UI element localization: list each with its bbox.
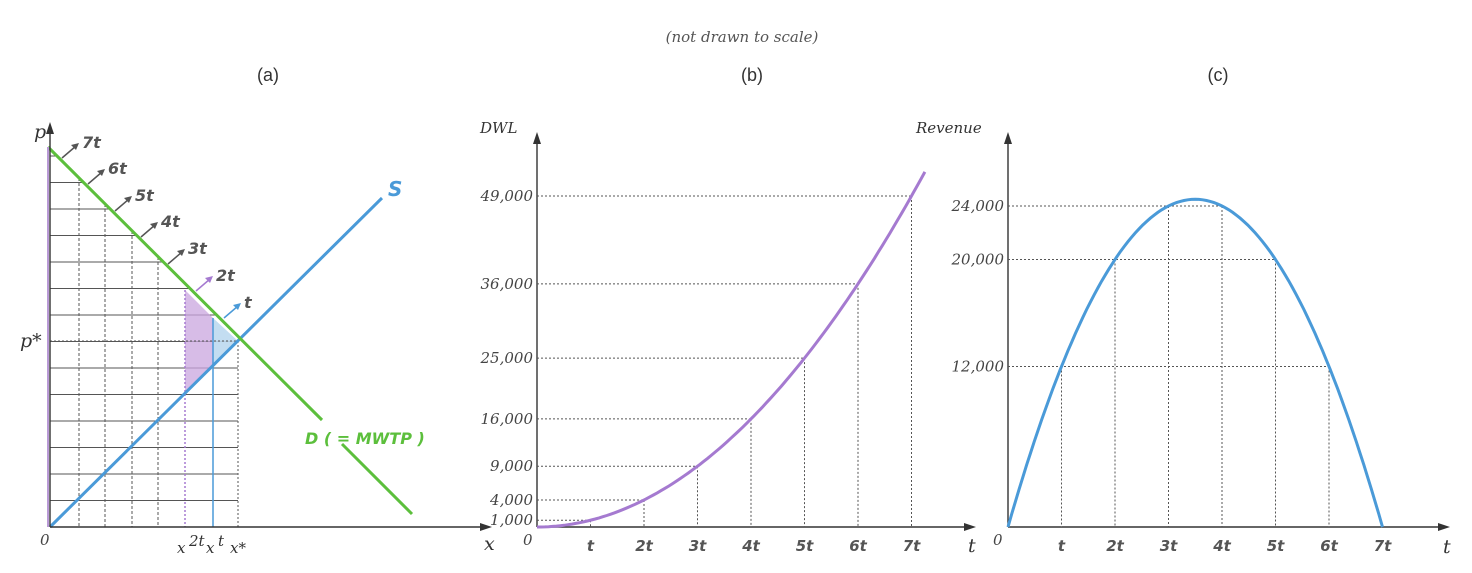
dwl-xtick-label: 5t — [796, 537, 814, 555]
panel-a-y-title: p — [34, 121, 46, 143]
tax-label-3t: 3t — [188, 239, 208, 258]
dwl-ytick-label: 9,000 — [490, 457, 533, 475]
panel-b-x-title: t — [968, 535, 976, 557]
tax-label-t: t — [244, 293, 253, 312]
dwl-xtick-label: 7t — [903, 537, 921, 555]
rev-xtick-label: 7t — [1374, 537, 1392, 555]
rev-xtick-label: 2t — [1106, 537, 1124, 555]
x-star-label: x* — [230, 539, 246, 557]
p-star-label: p* — [20, 330, 42, 352]
x-t-label-sub: t — [218, 532, 225, 550]
rev-ytick-label: 24,000 — [951, 197, 1005, 215]
panel-c-origin: 0 — [993, 531, 1003, 549]
panel-c-label: (c) — [1208, 65, 1229, 85]
tax-arrowhead — [97, 169, 105, 176]
tax-label-4t: 4t — [160, 212, 181, 231]
tax-arrow — [223, 305, 239, 319]
panel-b: (b) DWL t 0 1,000 4,000 9,000 16,000 25,000 3… — [479, 65, 976, 557]
not-to-scale-note: (not drawn to scale) — [666, 28, 819, 46]
panel-a-x-labels: x 2t x t x* — [177, 532, 246, 557]
panel-a-label: (a) — [257, 65, 279, 85]
tax-arrows: 7t 6t 5t 4t 3t 2t t — [61, 133, 253, 319]
panel-a-x-arrow — [480, 523, 492, 531]
rev-xtick-label: t — [1058, 537, 1066, 555]
panel-c-y-arrow — [1004, 132, 1012, 144]
panel-a-x-title: x — [484, 533, 495, 555]
panel-b-y-arrow — [533, 132, 541, 144]
dwl-curve — [537, 171, 927, 529]
panel-c-x-arrow — [1438, 523, 1450, 531]
panel-c: (c) Revenue t 0 12,000 20,000 24,000 t 2t 3t 4… — [915, 65, 1451, 558]
tax-arrowhead — [233, 303, 241, 310]
rev-ytick-label: 20,000 — [951, 251, 1005, 269]
tax-arrowhead — [177, 249, 185, 256]
panel-c-x-title: t — [1443, 536, 1451, 558]
panel-a-y-arrow — [46, 122, 54, 134]
dwl-t-region — [213, 318, 238, 368]
tax-arrow — [87, 171, 103, 185]
panel-b-y-title: DWL — [479, 119, 517, 137]
tax-label-6t: 6t — [108, 159, 128, 178]
rev-xtick-label: 3t — [1160, 537, 1178, 555]
dwl-xtick-label: 2t — [635, 537, 653, 555]
panel-c-y-title: Revenue — [915, 119, 982, 137]
tax-label-2t: 2t — [216, 266, 236, 285]
panel-b-label: (b) — [741, 65, 763, 85]
panel-b-x-arrow — [964, 523, 976, 531]
dwl-ytick-label: 1,000 — [490, 511, 533, 529]
dwl-xtick-label: 6t — [849, 537, 867, 555]
tax-arrowhead — [124, 196, 132, 203]
demand-line — [46, 145, 324, 422]
x-2t-label-x: x — [177, 539, 186, 557]
panel-a-grid — [50, 155, 238, 527]
supply-label: S — [388, 177, 402, 201]
dwl-xtick-label: 3t — [689, 537, 707, 555]
rev-ytick-label: 12,000 — [952, 358, 1005, 376]
tax-arrowhead — [205, 276, 213, 283]
tax-arrow — [61, 145, 77, 159]
dwl-xtick-label: 4t — [741, 537, 760, 555]
demand-label: D ( = MWTP ) — [305, 429, 425, 448]
x-2t-label-sub: 2t — [188, 532, 206, 550]
tax-arrow — [195, 278, 211, 292]
supply-line — [48, 196, 384, 529]
tax-arrowhead — [71, 143, 79, 150]
rev-xtick-label: 4t — [1212, 537, 1231, 555]
dwl-ytick-label: 36,000 — [481, 275, 534, 293]
dwl-ytick-label: 16,000 — [481, 410, 534, 428]
tax-arrow — [167, 251, 183, 265]
tax-label-5t: 5t — [135, 186, 155, 205]
x-t-label-x: x — [206, 539, 215, 557]
panel-a-origin: 0 — [40, 531, 50, 549]
rev-xtick-label: 6t — [1320, 537, 1338, 555]
tax-arrowhead — [150, 222, 158, 229]
tax-label-7t: 7t — [82, 133, 102, 152]
panel-c-marks: 12,000 20,000 24,000 t 2t 3t 4t 5t 6t 7t — [951, 197, 1393, 555]
panel-a: (a) p x 0 p* 7t 6t 5t 4t 3t 2t t S D ( = MWTP … — [20, 65, 495, 557]
revenue-curve — [1006, 197, 1384, 528]
demand-continuation — [340, 442, 414, 516]
panel-b-marks: 1,000 4,000 9,000 16,000 25,000 36,000 49,000 t… — [480, 171, 927, 555]
tax-arrow — [114, 198, 130, 212]
rev-xtick-label: 5t — [1267, 537, 1285, 555]
dwl-xtick-label: t — [587, 537, 595, 555]
dwl-ytick-label: 49,000 — [480, 187, 534, 205]
dwl-ytick-label: 25,000 — [480, 349, 534, 367]
panel-b-origin: 0 — [523, 531, 533, 549]
dwl-ytick-label: 4,000 — [489, 491, 533, 509]
tax-arrow — [140, 224, 156, 238]
